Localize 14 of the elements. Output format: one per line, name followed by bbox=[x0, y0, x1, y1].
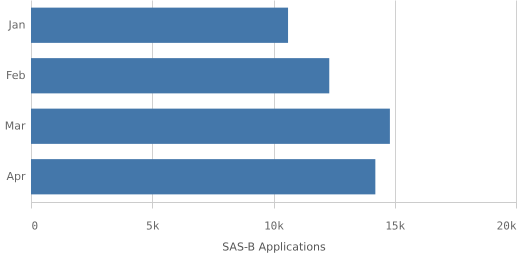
bar bbox=[31, 108, 390, 144]
y-tick-label: Apr bbox=[6, 170, 26, 183]
x-tick-label: 15k bbox=[385, 220, 406, 232]
bar bbox=[31, 58, 330, 94]
y-tick-label: Mar bbox=[4, 119, 26, 132]
x-axis-title: SAS-B Applications bbox=[222, 240, 326, 254]
x-tick-label: 5k bbox=[146, 220, 160, 232]
bar bbox=[31, 159, 376, 194]
y-tick-label: Feb bbox=[6, 68, 26, 82]
bar bbox=[31, 8, 288, 43]
x-tick-label: 10k bbox=[264, 220, 284, 232]
x-tick-label: 0 bbox=[32, 220, 38, 232]
y-tick-label: Jan bbox=[8, 18, 26, 32]
x-tick-label: 20k bbox=[496, 220, 517, 232]
